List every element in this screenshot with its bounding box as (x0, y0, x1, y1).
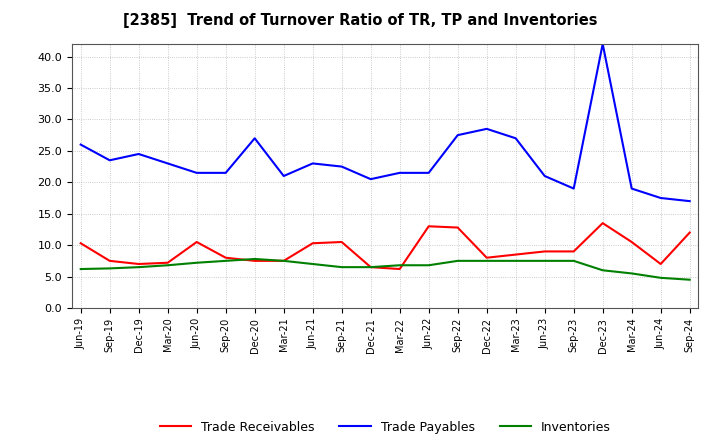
Inventories (395, 263, 404, 268)
Trade Receivables (221, 255, 230, 260)
Inventories (424, 263, 433, 268)
Inventories (76, 266, 85, 271)
Inventories (338, 264, 346, 270)
Trade Receivables (163, 260, 172, 265)
Trade Receivables (424, 224, 433, 229)
Trade Receivables (192, 239, 201, 245)
Trade Payables (627, 186, 636, 191)
Trade Receivables (511, 252, 520, 257)
Inventories (511, 258, 520, 264)
Inventories (482, 258, 491, 264)
Trade Receivables (105, 258, 114, 264)
Inventories (135, 264, 143, 270)
Trade Payables (192, 170, 201, 176)
Inventories (192, 260, 201, 265)
Trade Payables (338, 164, 346, 169)
Trade Receivables (338, 239, 346, 245)
Trade Receivables (251, 258, 259, 264)
Trade Receivables (570, 249, 578, 254)
Trade Receivables (76, 241, 85, 246)
Trade Receivables (685, 230, 694, 235)
Trade Payables (135, 151, 143, 157)
Inventories (598, 268, 607, 273)
Trade Receivables (308, 241, 317, 246)
Inventories (105, 266, 114, 271)
Inventories (627, 271, 636, 276)
Trade Payables (598, 41, 607, 47)
Trade Payables (366, 176, 375, 182)
Trade Payables (105, 158, 114, 163)
Inventories (279, 258, 288, 264)
Inventories (221, 258, 230, 264)
Trade Receivables (366, 264, 375, 270)
Trade Payables (541, 173, 549, 179)
Inventories (685, 277, 694, 282)
Trade Receivables (454, 225, 462, 230)
Trade Payables (163, 161, 172, 166)
Line: Trade Receivables: Trade Receivables (81, 223, 690, 269)
Trade Payables (424, 170, 433, 176)
Trade Payables (482, 126, 491, 132)
Trade Payables (454, 132, 462, 138)
Inventories (657, 275, 665, 280)
Line: Inventories: Inventories (81, 259, 690, 280)
Trade Receivables (598, 220, 607, 226)
Trade Receivables (482, 255, 491, 260)
Trade Receivables (657, 261, 665, 267)
Trade Payables (221, 170, 230, 176)
Trade Receivables (135, 261, 143, 267)
Inventories (308, 261, 317, 267)
Trade Payables (279, 173, 288, 179)
Trade Payables (657, 195, 665, 201)
Trade Receivables (627, 239, 636, 245)
Trade Receivables (279, 258, 288, 264)
Inventories (163, 263, 172, 268)
Trade Payables (395, 170, 404, 176)
Trade Receivables (541, 249, 549, 254)
Trade Receivables (395, 266, 404, 271)
Line: Trade Payables: Trade Payables (81, 44, 690, 201)
Text: [2385]  Trend of Turnover Ratio of TR, TP and Inventories: [2385] Trend of Turnover Ratio of TR, TP… (122, 13, 598, 28)
Inventories (366, 264, 375, 270)
Inventories (251, 257, 259, 262)
Legend: Trade Receivables, Trade Payables, Inventories: Trade Receivables, Trade Payables, Inven… (155, 416, 616, 439)
Inventories (570, 258, 578, 264)
Inventories (541, 258, 549, 264)
Trade Payables (308, 161, 317, 166)
Trade Payables (251, 136, 259, 141)
Trade Payables (685, 198, 694, 204)
Inventories (454, 258, 462, 264)
Trade Payables (511, 136, 520, 141)
Trade Payables (76, 142, 85, 147)
Trade Payables (570, 186, 578, 191)
